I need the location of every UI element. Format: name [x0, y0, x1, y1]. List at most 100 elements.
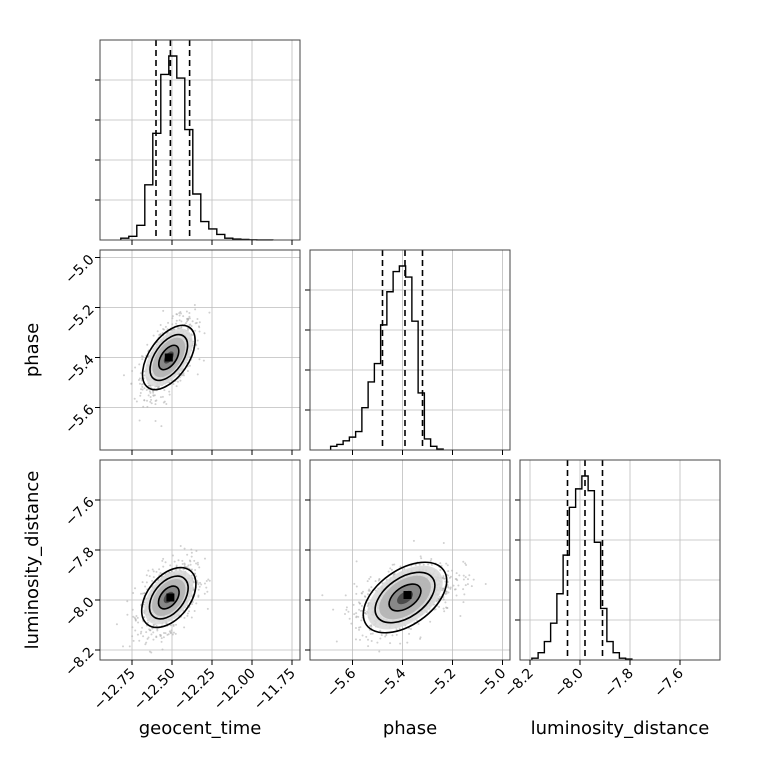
scatter-point: [150, 633, 153, 636]
scatter-point: [197, 347, 200, 350]
scatter-point: [188, 317, 191, 320]
scatter-point: [438, 605, 441, 608]
scatter-point: [169, 624, 172, 627]
scatter-point: [199, 581, 202, 584]
panel-frame: [99, 249, 301, 451]
scatter-point: [414, 563, 417, 566]
scatter-point: [197, 594, 200, 597]
scatter-point: [169, 631, 172, 634]
scatter-point: [335, 640, 338, 643]
scatter-point: [139, 392, 142, 395]
scatter-point: [395, 633, 398, 636]
scatter-point: [195, 549, 198, 552]
y-tick-label: −5.2: [62, 302, 97, 337]
scatter-point: [140, 355, 143, 358]
scatter-point: [345, 606, 348, 609]
scatter-point: [435, 600, 438, 603]
x-tick-label: −5.0: [474, 666, 509, 701]
scatter-point: [172, 382, 175, 385]
scatter-point: [176, 313, 179, 316]
x-tick-label: −7.8: [601, 666, 636, 701]
scatter-point: [343, 612, 346, 615]
contour-line: [157, 585, 180, 610]
scatter-point: [141, 581, 144, 584]
scatter-point: [126, 613, 129, 616]
scatter-point: [186, 370, 189, 373]
scatter-point: [196, 580, 199, 583]
scatter-point: [454, 588, 457, 591]
scatter-point: [368, 577, 371, 580]
contour-content: [115, 544, 211, 654]
scatter-point: [200, 583, 203, 586]
scatter-point: [399, 642, 402, 645]
scatter-point: [161, 559, 164, 562]
scatter-point: [353, 613, 356, 616]
scatter-point: [194, 329, 197, 332]
scatter-point: [146, 405, 149, 408]
scatter-point: [196, 373, 199, 376]
scatter-point: [141, 626, 144, 629]
scatter-point: [181, 559, 184, 562]
scatter-point: [355, 560, 358, 563]
scatter-point: [197, 588, 200, 591]
scatter-point: [138, 419, 141, 422]
x-tick-label: −5.2: [424, 666, 459, 701]
scatter-point: [144, 643, 147, 646]
scatter-point: [195, 321, 198, 324]
scatter-point: [193, 304, 196, 307]
scatter-point: [379, 637, 382, 640]
scatter-point: [131, 608, 134, 611]
scatter-point: [164, 325, 167, 328]
scatter-point: [203, 557, 206, 560]
scatter-point: [149, 400, 152, 403]
scatter-point: [422, 563, 425, 566]
scatter-point: [188, 315, 191, 318]
y-axis-label-luminosity-distance: luminosity_distance: [22, 471, 43, 650]
scatter-point: [196, 581, 199, 584]
scatter-point: [203, 582, 206, 585]
scatter-point: [354, 638, 357, 641]
scatter-point: [145, 631, 148, 634]
scatter-point: [462, 578, 465, 581]
scatter-point: [136, 616, 139, 619]
scatter-point: [145, 641, 148, 644]
scatter-point: [161, 395, 164, 398]
scatter-point: [196, 563, 199, 566]
scatter-point: [449, 587, 452, 590]
scatter-point: [452, 584, 455, 587]
scatter-point: [140, 592, 143, 595]
scatter-point: [190, 324, 193, 327]
scatter-point: [177, 559, 180, 562]
panel-background: [520, 460, 720, 660]
histogram-bars: [531, 475, 633, 660]
scatter-point: [167, 321, 170, 324]
scatter-point: [466, 583, 469, 586]
scatter-point: [183, 626, 186, 629]
scatter-point: [465, 564, 468, 567]
scatter-point: [456, 579, 459, 582]
scatter-point: [174, 632, 177, 635]
scatter-point: [159, 333, 162, 336]
scatter-point: [403, 567, 406, 570]
scatter-point: [131, 369, 134, 372]
scatter-point: [377, 579, 380, 582]
scatter-point: [321, 594, 324, 597]
scatter-point: [152, 638, 155, 641]
scatter-point: [185, 310, 188, 313]
histogram-geocent_time: [95, 39, 301, 245]
scatter-point: [155, 399, 158, 402]
scatter-point: [462, 574, 465, 577]
scatter-point: [171, 317, 174, 320]
scatter-point: [451, 569, 454, 572]
scatter-point: [190, 616, 193, 619]
scatter-point: [190, 555, 193, 558]
scatter-point: [408, 627, 411, 630]
scatter-point: [185, 322, 188, 325]
scatter-point: [152, 391, 155, 394]
scatter-point: [369, 632, 372, 635]
scatter-point: [148, 390, 151, 393]
scatter-point: [155, 570, 158, 573]
scatter-point: [427, 563, 430, 566]
contour-line: [157, 344, 180, 371]
scatter-point: [196, 339, 199, 342]
